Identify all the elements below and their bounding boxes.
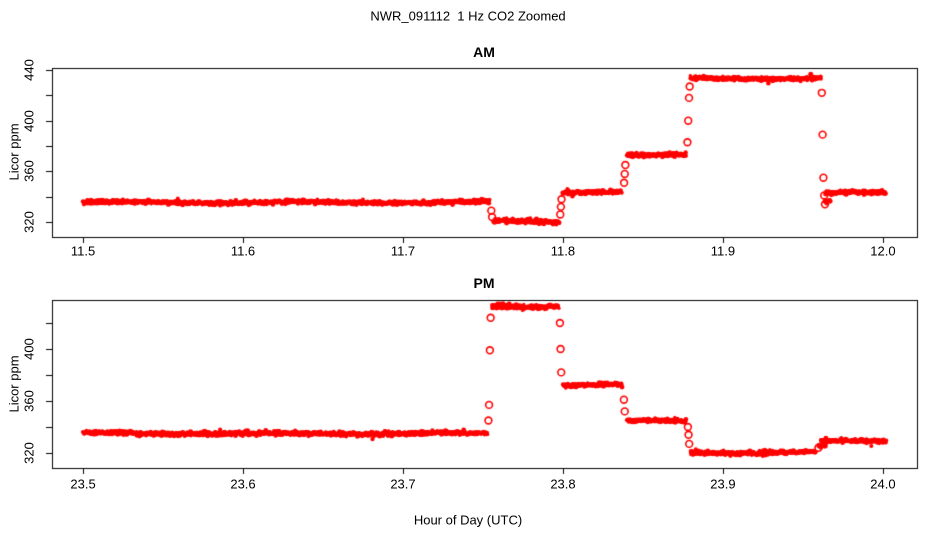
panel-title-am: AM — [473, 44, 495, 60]
y-tick-label: 320 — [21, 442, 37, 464]
x-tick-label: 11.5 — [70, 243, 96, 259]
y-tick-label: 440 — [21, 59, 37, 81]
y-axis-label-am: Licor ppm — [6, 123, 22, 181]
x-axis-label: Hour of Day (UTC) — [413, 512, 523, 528]
y-tick-label: 400 — [21, 109, 37, 132]
figure-title: NWR_091112 1 Hz CO2 Zoomed — [370, 8, 566, 24]
y-tick-label: 360 — [21, 160, 37, 183]
x-tick-label: 11.8 — [550, 243, 576, 259]
x-tick-label: 23.7 — [390, 476, 416, 492]
x-tick-label: 23.8 — [550, 476, 576, 492]
x-tick-label: 24.0 — [870, 476, 896, 492]
x-tick-label: 11.6 — [230, 243, 256, 259]
y-tick-label: 400 — [21, 338, 37, 360]
x-tick-label: 12.0 — [870, 243, 896, 259]
x-tick-label: 23.5 — [70, 476, 96, 492]
y-axis-label-pm: Licor ppm — [6, 355, 22, 413]
x-tick-label: 11.9 — [710, 243, 736, 259]
y-tick-label: 360 — [21, 390, 37, 412]
x-tick-label: 23.9 — [710, 476, 736, 492]
x-tick-label: 23.6 — [230, 476, 256, 492]
y-tick-label: 320 — [21, 211, 37, 233]
x-tick-label: 11.7 — [390, 243, 416, 259]
panel-title-pm: PM — [473, 275, 495, 291]
